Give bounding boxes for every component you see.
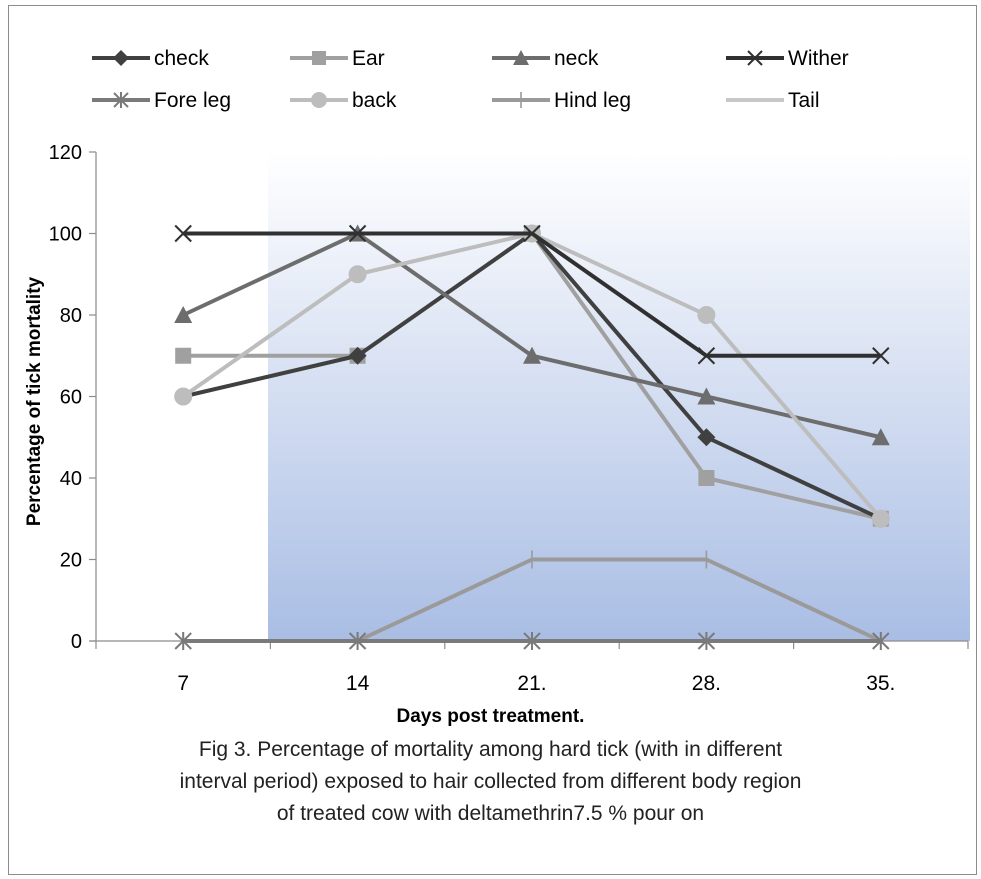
legend-label: neck: [554, 47, 599, 70]
data-point: [174, 224, 192, 243]
x-tick-label: 35.: [866, 672, 895, 695]
data-point: [348, 346, 367, 365]
data-point: [872, 632, 890, 650]
data-point: [697, 306, 716, 324]
y-tick-label: 60: [60, 387, 82, 409]
data-point: [871, 509, 890, 528]
data-point: [698, 470, 715, 486]
data-point: [311, 92, 327, 108]
caption-line-2: interval period) exposed to hair collect…: [179, 770, 802, 793]
data-point: [348, 224, 367, 243]
series-layer: [174, 224, 890, 650]
plot-background: [268, 152, 970, 641]
y-tick-label: 20: [60, 550, 82, 572]
y-tick-label: 120: [49, 142, 82, 164]
y-tick-label: 80: [60, 305, 82, 327]
legend-label: Fore leg: [154, 89, 231, 112]
data-point: [872, 347, 890, 365]
legend-item-ear: Ear: [290, 47, 385, 70]
legend-label: check: [154, 47, 209, 70]
data-point: [113, 50, 129, 66]
x-tick-label: 14: [346, 672, 370, 695]
data-point: [871, 428, 890, 446]
legend-label: Wither: [788, 47, 849, 70]
data-point: [523, 346, 541, 364]
data-point: [174, 306, 193, 323]
x-axis-label: Days post treatment.: [396, 706, 585, 727]
series-fore-leg: [174, 632, 890, 650]
data-point: [348, 632, 367, 650]
y-axis-label: Percentage of tick mortality: [24, 276, 45, 526]
legend-item-wither: Wither: [726, 47, 849, 70]
legend-item-tail: Tail: [726, 89, 820, 112]
legend-label: Hind leg: [554, 89, 631, 112]
legend-label: Ear: [352, 47, 385, 70]
legend-label: Tail: [788, 89, 820, 112]
data-point: [174, 387, 193, 406]
data-point: [175, 347, 192, 364]
legend-item-neck: neck: [492, 47, 599, 70]
data-point: [113, 92, 129, 108]
data-point: [697, 632, 716, 650]
data-point: [697, 428, 716, 447]
data-point: [697, 347, 716, 365]
legend: check Ear neck Wither Fore leg back Hind leg Ta…: [92, 47, 849, 112]
series-wither: [174, 224, 890, 365]
data-point: [174, 632, 192, 650]
legend-item-back: back: [290, 89, 397, 112]
data-point: [747, 50, 763, 66]
figure-frame: [8, 5, 977, 875]
y-tick-label: 100: [49, 224, 82, 246]
data-point: [697, 387, 716, 405]
y-tick-label: 0: [71, 631, 82, 653]
data-point: [348, 265, 367, 284]
data-point: [513, 50, 529, 65]
data-point: [523, 632, 541, 650]
legend-label: back: [352, 89, 397, 112]
legend-item-check: check: [92, 47, 209, 70]
legend-item-hind-leg: Hind leg: [492, 89, 631, 112]
caption-line-3: of treated cow with deltamethrin7.5 % po…: [276, 802, 705, 825]
y-tick-label: 40: [60, 468, 82, 490]
data-point: [312, 51, 326, 65]
x-tick-label: 21.: [517, 672, 546, 695]
caption-line-1: Fig 3. Percentage of mortality among har…: [198, 738, 783, 761]
x-tick-label: 7: [177, 672, 189, 695]
data-point: [523, 224, 541, 243]
x-tick-label: 28.: [692, 672, 721, 695]
legend-item-fore-leg: Fore leg: [92, 89, 231, 112]
